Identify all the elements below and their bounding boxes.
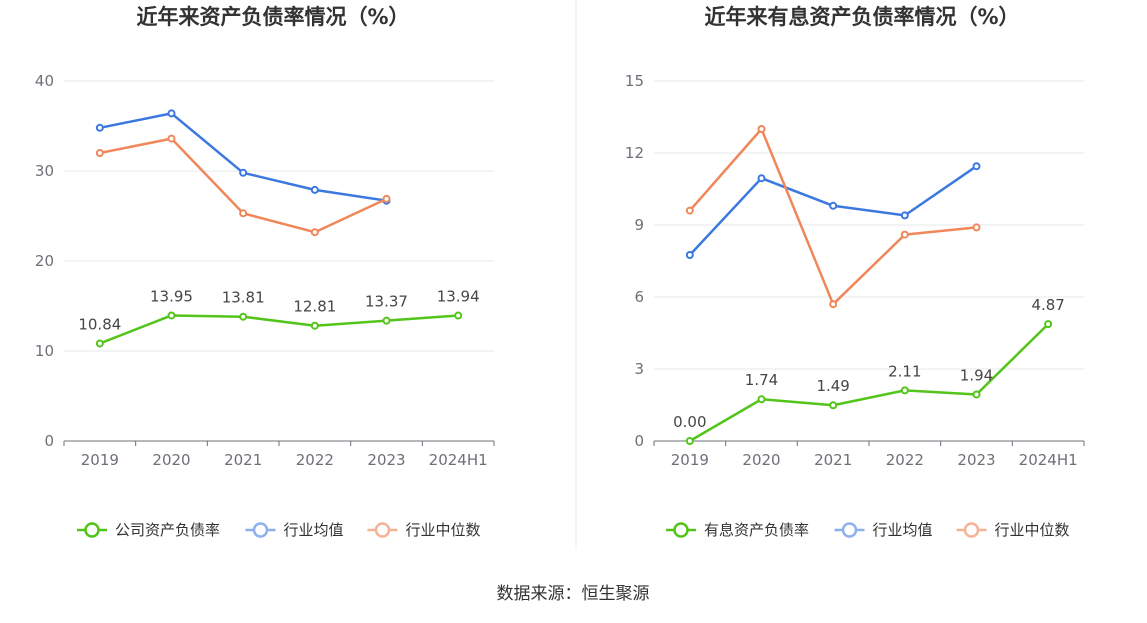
y-tick-label: 0 (634, 432, 644, 450)
data-label: 1.74 (745, 371, 778, 389)
legend-item: 行业中位数 (367, 521, 481, 539)
y-tick-label: 6 (634, 288, 644, 306)
series-line (689, 323, 1050, 443)
legend-item: 有息资产负债率 (666, 521, 809, 539)
x-tick-label: 2021 (814, 451, 852, 469)
interest-debt-ratio-chart: 近年来有息资产负债率情况（%） 0 3 6 9 12 15 2019 2020 2021 2022… (625, 5, 1085, 539)
x-tick-label: 2019 (671, 451, 709, 469)
data-point (310, 228, 319, 237)
legend-item: 公司资产负债率 (77, 521, 220, 539)
series-line (688, 165, 978, 256)
series-line (688, 127, 977, 306)
x-tick-label: 2024H1 (429, 451, 488, 469)
series-line (99, 137, 388, 234)
data-point (239, 168, 248, 177)
data-point (239, 312, 248, 321)
y-tick-label: 3 (634, 360, 644, 378)
data-point (310, 185, 319, 194)
y-tick-label: 15 (625, 72, 644, 90)
data-point (167, 134, 176, 143)
data-label: 4.87 (1031, 296, 1064, 314)
legend-label: 行业中位数 (995, 521, 1070, 539)
y-tick-label: 20 (35, 252, 54, 270)
data-label: 13.95 (150, 287, 193, 305)
chart-title: 近年来有息资产负债率情况（%） (704, 5, 1019, 29)
data-label: 12.81 (293, 298, 336, 316)
y-tick-label: 10 (35, 342, 54, 360)
data-point (95, 149, 104, 157)
x-tick-label: 2023 (957, 451, 995, 469)
x-tick-label: 2019 (81, 451, 119, 469)
data-point (685, 251, 694, 259)
data-point (167, 109, 176, 118)
series-line (99, 112, 387, 202)
data-point (829, 401, 838, 410)
legend-label: 行业均值 (873, 521, 933, 539)
x-tick-label: 2021 (224, 451, 262, 469)
data-label: 13.94 (437, 288, 480, 306)
data-label: 13.81 (222, 289, 265, 307)
debt-ratio-chart: 近年来资产负债率情况（%） 0 10 20 30 40 2019 2020 2021 2022 2… (35, 5, 495, 539)
data-point (685, 206, 694, 215)
data-point (95, 123, 104, 132)
data-point (454, 311, 463, 320)
chart-title: 近年来资产负债率情况（%） (136, 5, 409, 29)
y-tick-label: 0 (44, 432, 54, 450)
data-point (900, 211, 909, 220)
y-tick-label: 9 (634, 216, 644, 234)
data-label: 0.00 (673, 413, 706, 431)
legend-swatch-marker (374, 522, 391, 538)
legend-label: 行业均值 (284, 521, 344, 539)
data-point (167, 311, 176, 320)
legend-label: 有息资产负债率 (704, 521, 809, 539)
x-tick-label: 2020 (742, 451, 780, 469)
data-point (757, 174, 766, 183)
data-point (382, 316, 391, 325)
data-label: 10.84 (78, 315, 121, 333)
x-tick-label: 2022 (886, 451, 924, 469)
x-tick-label: 2024H1 (1019, 451, 1078, 469)
data-point (757, 395, 766, 404)
data-label: 1.94 (960, 366, 993, 384)
legend-item: 行业均值 (245, 521, 344, 539)
data-point (310, 321, 319, 330)
data-point (829, 201, 838, 210)
data-point (972, 223, 981, 232)
data-label: 13.37 (365, 293, 408, 311)
data-point (382, 194, 391, 203)
data-point (900, 230, 909, 239)
data-point (239, 209, 248, 218)
legend-item: 行业中位数 (956, 521, 1070, 539)
legend-item: 行业均值 (834, 521, 933, 539)
data-point (1044, 320, 1053, 329)
data-point (757, 125, 766, 133)
legend-label: 公司资产负债率 (115, 521, 220, 539)
data-point (900, 386, 909, 395)
legend-swatch-marker (841, 522, 858, 538)
data-point (972, 162, 981, 171)
y-tick-label: 40 (35, 72, 54, 90)
data-point (829, 300, 838, 309)
y-tick-label: 12 (625, 144, 644, 162)
x-tick-label: 2020 (152, 451, 190, 469)
series-line (99, 314, 459, 345)
data-label: 2.11 (888, 362, 921, 380)
source-note: 数据来源：恒生聚源 (497, 584, 650, 604)
data-point (972, 390, 981, 399)
x-tick-label: 2022 (296, 451, 334, 469)
data-label: 1.49 (816, 377, 849, 395)
legend-swatch-marker (84, 522, 100, 538)
data-point (95, 339, 104, 348)
data-point (685, 437, 694, 445)
legend-swatch-marker (673, 522, 689, 538)
legend-swatch-marker (252, 522, 269, 538)
y-tick-label: 30 (35, 162, 54, 180)
x-tick-label: 2023 (367, 451, 405, 469)
legend-swatch-marker (963, 522, 980, 538)
legend-label: 行业中位数 (406, 521, 481, 539)
